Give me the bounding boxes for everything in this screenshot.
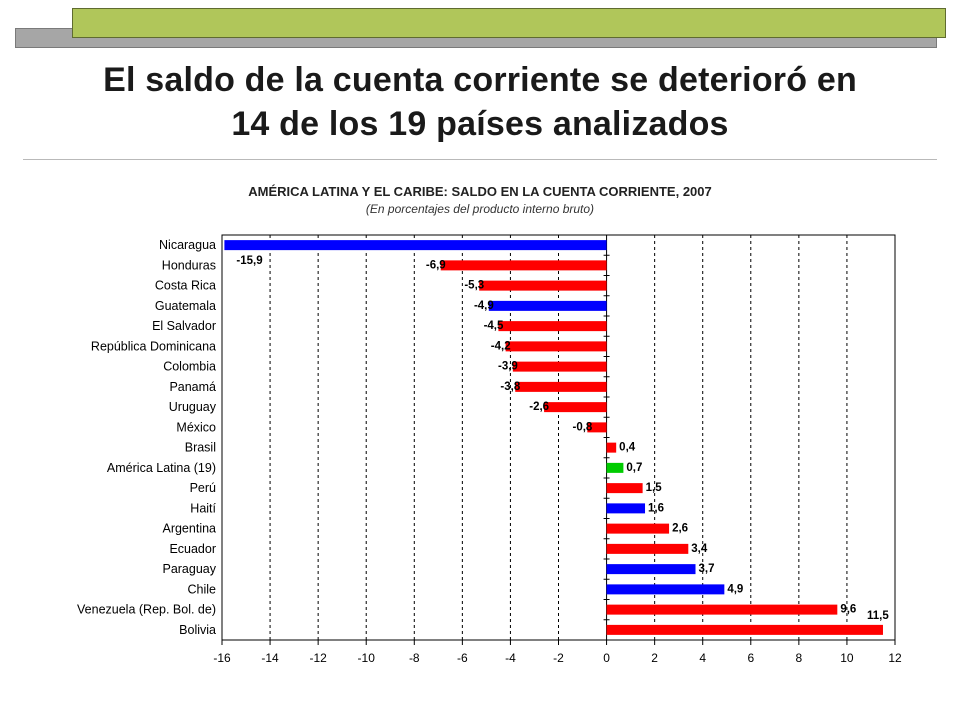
bar-16: [606, 564, 696, 575]
bar-4: [498, 321, 607, 332]
value-label-18: 9,6: [840, 604, 856, 616]
value-label-1: -6,9: [426, 259, 446, 271]
category-label-6: Colombia: [163, 360, 216, 374]
x-tick-label-5: -6: [457, 651, 468, 665]
category-label-4: El Salvador: [152, 319, 216, 333]
value-label-15: 3,4: [691, 543, 708, 555]
bar-17: [606, 584, 725, 595]
bar-7: [515, 381, 607, 392]
category-label-11: América Latina (19): [107, 461, 216, 475]
bar-14: [606, 523, 670, 534]
value-label-17: 4,9: [727, 583, 743, 595]
x-tick-label-2: -12: [309, 651, 327, 665]
category-label-10: Brasil: [185, 441, 216, 455]
bar-15: [606, 543, 689, 554]
value-label-14: 2,6: [672, 523, 688, 535]
value-label-5: -4,2: [491, 340, 511, 352]
bar-9: [587, 422, 607, 433]
value-label-2: -5,3: [464, 280, 484, 292]
chart-title: AMÉRICA LATINA Y EL CARIBE: SALDO EN LA …: [248, 184, 712, 199]
category-label-9: México: [176, 420, 216, 434]
category-label-17: Chile: [188, 582, 217, 596]
bar-3: [488, 300, 607, 311]
bar-13: [606, 503, 646, 514]
category-label-14: Argentina: [162, 522, 216, 536]
value-label-4: -4,5: [484, 320, 504, 332]
bar-8: [544, 402, 607, 413]
x-tick-label-11: 6: [747, 651, 754, 665]
title-divider: [23, 159, 937, 160]
category-label-2: Costa Rica: [155, 279, 216, 293]
bar-19: [606, 624, 883, 635]
bar-12: [606, 483, 643, 494]
category-label-0: Nicaragua: [159, 238, 216, 252]
category-label-13: Haití: [190, 501, 216, 515]
x-tick-label-3: -10: [358, 651, 376, 665]
category-label-7: Panamá: [169, 380, 216, 394]
value-label-7: -3,8: [500, 381, 520, 393]
bar-1: [440, 260, 607, 271]
value-label-13: 1,6: [648, 502, 664, 514]
category-label-5: República Dominicana: [91, 339, 216, 353]
bar-5: [505, 341, 607, 352]
category-label-8: Uruguay: [169, 400, 217, 414]
value-label-6: -3,9: [498, 361, 518, 373]
chart-subtitle: (En porcentajes del producto interno bru…: [365, 202, 595, 216]
value-label-10: 0,4: [619, 442, 636, 454]
x-tick-label-4: -8: [409, 651, 420, 665]
value-label-8: -2,6: [529, 401, 549, 413]
bar-6: [512, 361, 607, 372]
x-tick-label-14: 12: [888, 651, 902, 665]
value-label-11: 0,7: [626, 462, 642, 474]
category-label-16: Paraguay: [162, 562, 216, 576]
value-label-12: 1,5: [646, 482, 663, 494]
bar-10: [606, 442, 617, 453]
x-tick-label-0: -16: [213, 651, 231, 665]
value-label-3: -4,9: [474, 300, 494, 312]
x-tick-label-10: 4: [699, 651, 706, 665]
category-label-3: Guatemala: [155, 299, 216, 313]
category-label-1: Honduras: [162, 258, 216, 272]
category-label-19: Bolivia: [179, 623, 216, 637]
x-tick-label-8: 0: [603, 651, 610, 665]
category-label-18: Venezuela (Rep. Bol. de): [77, 603, 216, 617]
x-tick-label-1: -14: [261, 651, 279, 665]
value-label-9: -0,8: [573, 421, 593, 433]
bar-2: [479, 280, 607, 291]
category-label-15: Ecuador: [169, 542, 216, 556]
x-tick-label-12: 8: [796, 651, 803, 665]
bar-11: [606, 462, 624, 473]
x-tick-label-9: 2: [651, 651, 658, 665]
bar-0: [224, 240, 607, 251]
x-tick-label-13: 10: [840, 651, 854, 665]
slide-title-line-2: 14 de los 19 países analizados: [231, 105, 729, 143]
slide-title-line-1: El saldo de la cuenta corriente se deter…: [103, 61, 857, 99]
slide-title: El saldo de la cuenta corriente se deter…: [40, 58, 920, 146]
x-tick-label-6: -4: [505, 651, 516, 665]
category-label-12: Perú: [190, 481, 216, 495]
value-label-19: 11,5: [867, 610, 889, 622]
bar-18: [606, 604, 838, 615]
x-tick-label-7: -2: [553, 651, 564, 665]
value-label-16: 3,7: [699, 563, 715, 575]
value-label-0: -15,9: [236, 255, 262, 267]
header-decor-green-bar: [72, 8, 946, 38]
